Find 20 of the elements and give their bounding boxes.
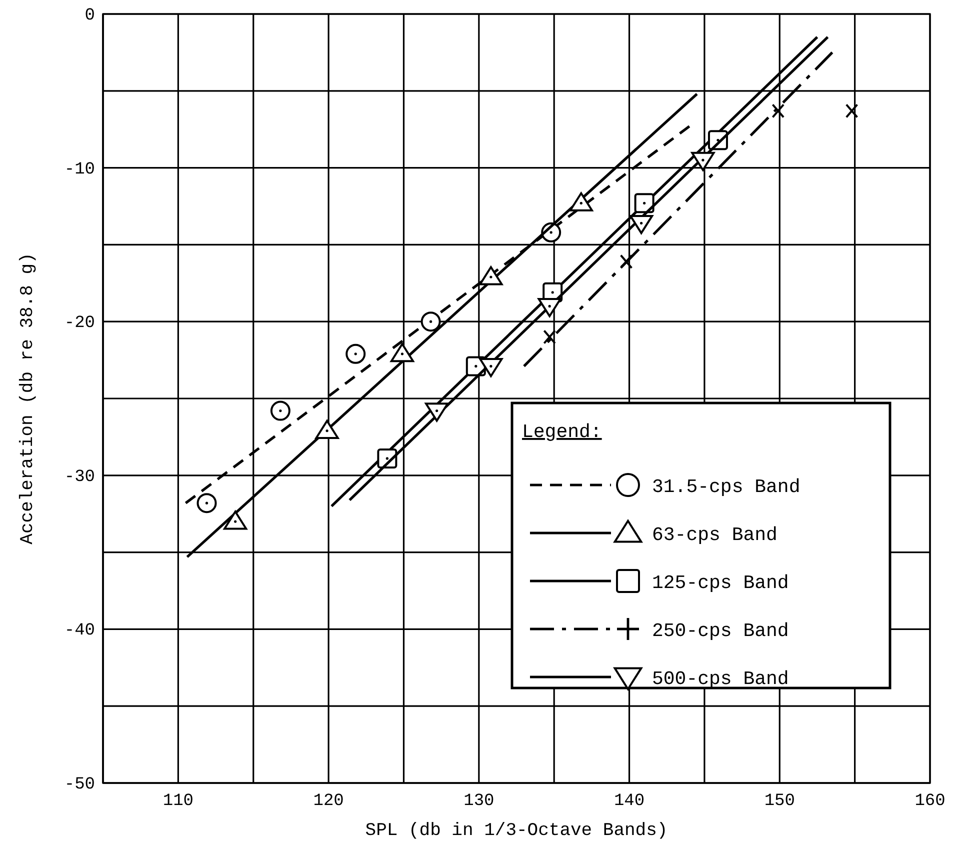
x-tick-label: 140 [614, 792, 645, 812]
x-tick-label: 120 [313, 792, 344, 812]
legend-label: 31.5-cps Band [652, 476, 800, 498]
x-tick-label: 150 [764, 792, 795, 812]
legend-label: 500-cps Band [652, 668, 789, 690]
y-axis-title: Acceleration (db re 38.8 g) [18, 252, 38, 544]
legend-label: 250-cps Band [652, 620, 789, 642]
legend-label: 63-cps Band [652, 524, 778, 546]
y-tick-label: -50 [64, 775, 95, 794]
legend-label: 125-cps Band [652, 572, 789, 594]
x-axis-title: SPL (db in 1/3-Octave Bands) [365, 821, 668, 841]
y-tick-label: -40 [64, 622, 95, 641]
legend-title: Legend: [522, 421, 602, 443]
x-tick-label: 110 [162, 792, 194, 812]
y-tick-label: -10 [64, 160, 95, 180]
x-tick-label: 130 [464, 792, 494, 812]
y-tick-label: 0 [84, 6, 95, 26]
x-tick-label: 160 [914, 792, 946, 812]
y-tick-label: -20 [64, 314, 95, 334]
y-tick-label: -30 [64, 468, 95, 487]
